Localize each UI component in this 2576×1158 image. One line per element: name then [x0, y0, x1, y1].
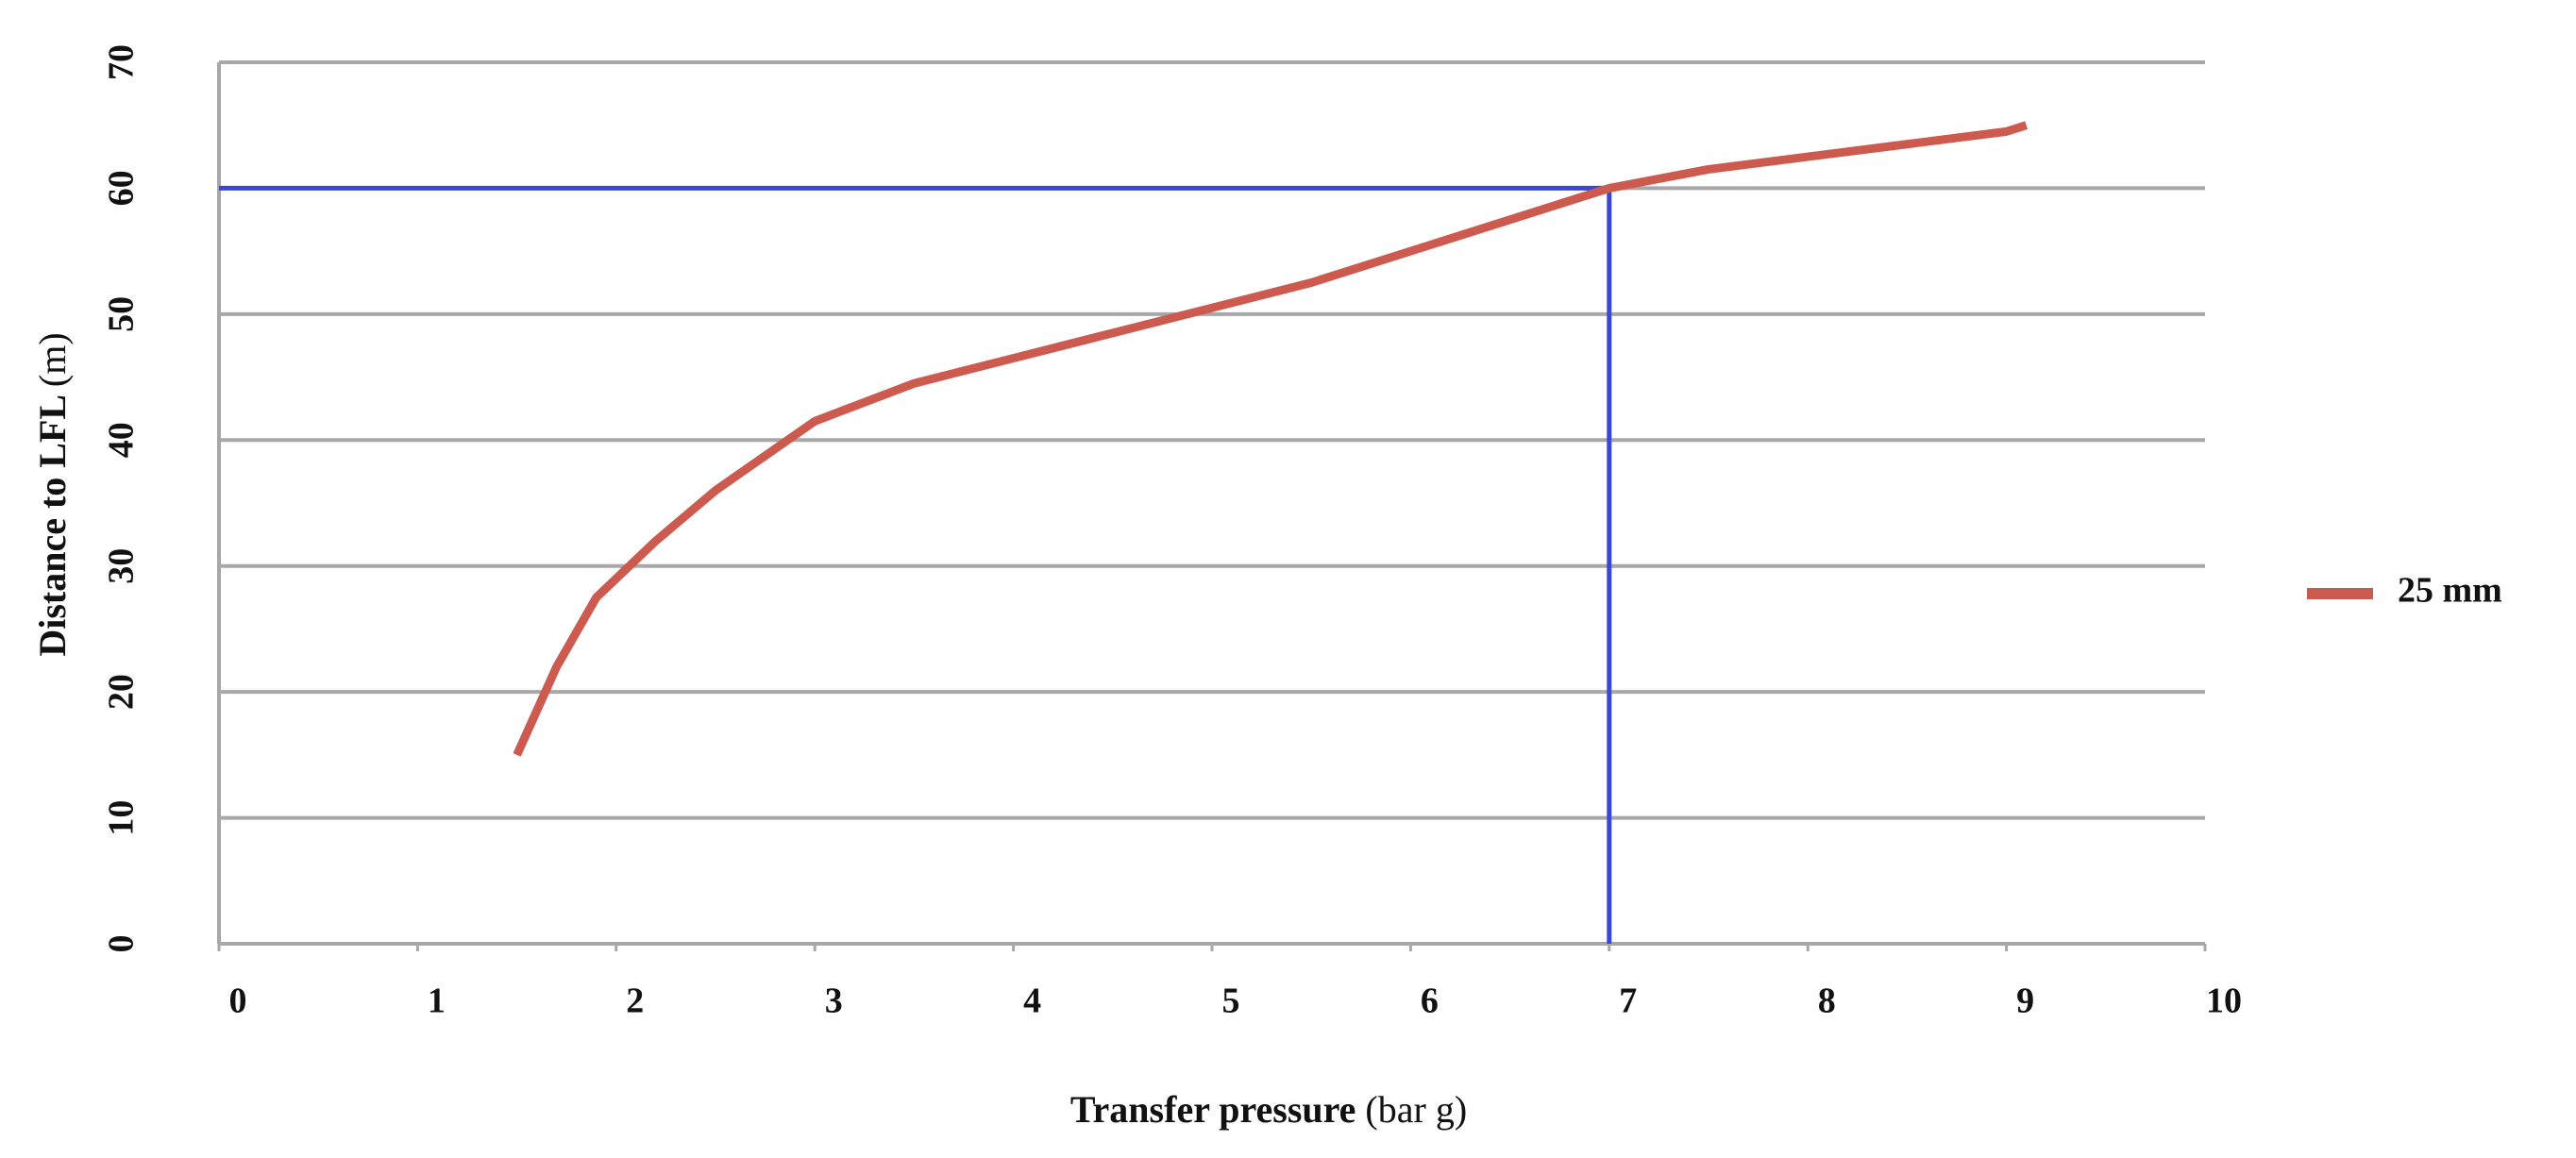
x-tick-label: 4 [1023, 982, 1041, 1021]
x-tick-label: 7 [1619, 982, 1637, 1021]
x-tick-label: 3 [825, 982, 843, 1021]
x-tick-label: 9 [2016, 982, 2034, 1021]
y-tick-label: 70 [102, 44, 142, 80]
x-tick-label: 0 [229, 982, 247, 1021]
y-tick-label: 10 [102, 800, 142, 836]
x-tick-label: 6 [1421, 982, 1439, 1021]
x-tick-label: 10 [2206, 982, 2242, 1021]
x-tick-label: 5 [1222, 982, 1240, 1021]
y-tick-label: 40 [102, 422, 142, 458]
x-label-unit: (bar g) [1365, 1088, 1467, 1131]
y-label-text: Distance to LFL [31, 396, 74, 657]
y-tick-label: 30 [102, 548, 142, 584]
x-label-text: Transfer pressure [1070, 1088, 1356, 1131]
y-tick-label: 50 [102, 296, 142, 332]
y-axis-label: Distance to LFL (m) [31, 332, 74, 656]
legend-label: 25 mm [2398, 571, 2502, 611]
y-tick-label: 20 [102, 674, 142, 710]
y-tick-label: 60 [102, 170, 142, 206]
x-tick-label: 2 [626, 982, 644, 1021]
y-tick-label: 0 [102, 935, 142, 953]
data-line [513, 121, 2029, 757]
x-tick-label: 8 [1818, 982, 1836, 1021]
x-axis-label: Transfer pressure (bar g) [1070, 1088, 1467, 1131]
y-label-unit: (m) [31, 332, 74, 387]
x-tick-label: 1 [428, 982, 446, 1021]
